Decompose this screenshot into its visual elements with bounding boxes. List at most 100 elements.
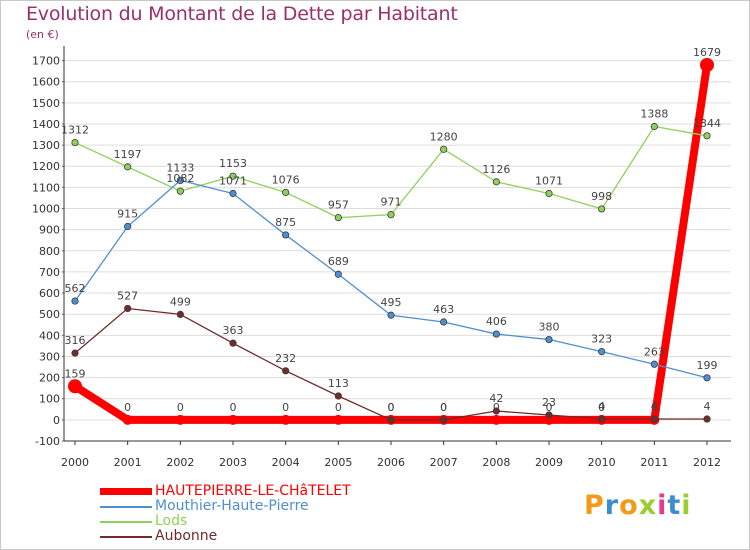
data-point [387,416,395,424]
data-point [334,270,342,278]
data-point [598,347,606,356]
y-tick-label: 500 [39,308,60,321]
logo-letter: i [657,490,668,521]
data-label: 1344 [693,117,721,130]
data-point [492,178,500,186]
data-label: 1388 [640,108,668,121]
data-point [175,414,186,425]
data-label: 1312 [61,124,89,137]
y-tick-label: 0 [53,414,60,427]
data-label: 323 [591,333,612,346]
data-point [492,407,500,415]
data-label: 4 [598,400,605,413]
data-label: 159 [65,367,86,380]
data-label: 0 [124,401,131,414]
data-point [282,367,290,375]
y-tick-label: 900 [39,224,60,237]
data-point [491,414,502,425]
legend-swatch [100,536,152,538]
data-label: 0 [546,401,553,414]
data-point [228,414,238,425]
data-label: 113 [328,377,349,390]
y-tick-label: 200 [39,372,60,385]
data-label: 380 [539,321,560,334]
data-point [229,189,237,198]
data-label: 1133 [166,161,194,174]
legend-label: HAUTEPIERRE-LE-CHâTELET [155,483,351,499]
y-tick-label: 400 [39,329,60,342]
data-label: 1076 [272,173,300,186]
data-label: 957 [328,199,349,212]
proxiti-logo: Proxiti [584,490,692,521]
data-label: 1153 [219,157,247,170]
data-point [229,172,237,180]
data-point [492,330,500,338]
data-point [176,176,184,185]
data-label: 199 [697,359,718,372]
data-point [440,416,448,424]
data-point [598,415,606,423]
data-point [71,297,79,305]
x-tick-label: 2012 [693,456,721,469]
x-tick-label: 2010 [588,456,616,469]
data-label: 0 [177,401,184,414]
data-point [387,211,395,219]
data-point [122,414,133,425]
data-label: 1071 [219,175,247,188]
data-label: 875 [275,216,296,229]
logo-letter: i [681,490,692,521]
data-label: 998 [591,190,612,203]
data-label: 4 [651,400,658,413]
data-label: 406 [486,315,507,328]
y-tick-label: 1300 [32,139,60,152]
legend-swatch [100,506,152,508]
data-label: 1082 [166,172,194,185]
x-tick-label: 2003 [219,456,247,469]
x-tick-label: 2009 [535,456,563,469]
data-point [440,318,448,326]
data-point [176,187,184,195]
data-point [703,374,711,382]
y-tick-label: 1400 [32,118,60,131]
data-label: 562 [65,282,86,295]
data-point [280,414,291,425]
data-point [71,138,79,147]
data-label: 0 [440,401,447,414]
data-point [545,335,553,344]
data-label: 1197 [114,148,142,161]
data-label: 23 [542,396,556,409]
logo-letter: P [584,490,605,521]
data-label: 0 [335,401,342,414]
data-label: 0 [493,401,500,414]
chart-title: Evolution du Montant de la Dette par Hab… [26,3,458,25]
logo-letter: r [604,490,620,521]
data-point [703,415,711,423]
legend-label: Lods [155,513,188,529]
data-label: 0 [282,401,289,414]
data-point [598,205,606,213]
data-label: 499 [170,295,191,308]
data-label: 0 [388,401,395,414]
data-point [334,214,342,222]
legend-label: Aubonne [155,528,218,544]
data-point [545,189,553,198]
legend-swatch [100,521,152,523]
x-tick-label: 2005 [324,456,352,469]
data-point [440,145,448,153]
series-line-mouthier-haute-pierre [74,179,708,379]
data-label: 689 [328,255,349,268]
x-tick-label: 2006 [377,456,405,469]
data-point [68,379,82,394]
x-tick-label: 2007 [430,456,458,469]
y-tick-label: 100 [39,393,60,406]
data-label: 0 [230,401,237,414]
data-point [282,231,290,239]
data-label: 263 [644,345,665,358]
data-point [229,339,237,347]
data-label: 1679 [693,46,721,59]
logo-letter: t [667,490,682,521]
data-point [334,392,342,400]
x-tick-label: 2000 [61,456,89,469]
data-label: 0 [388,401,395,414]
